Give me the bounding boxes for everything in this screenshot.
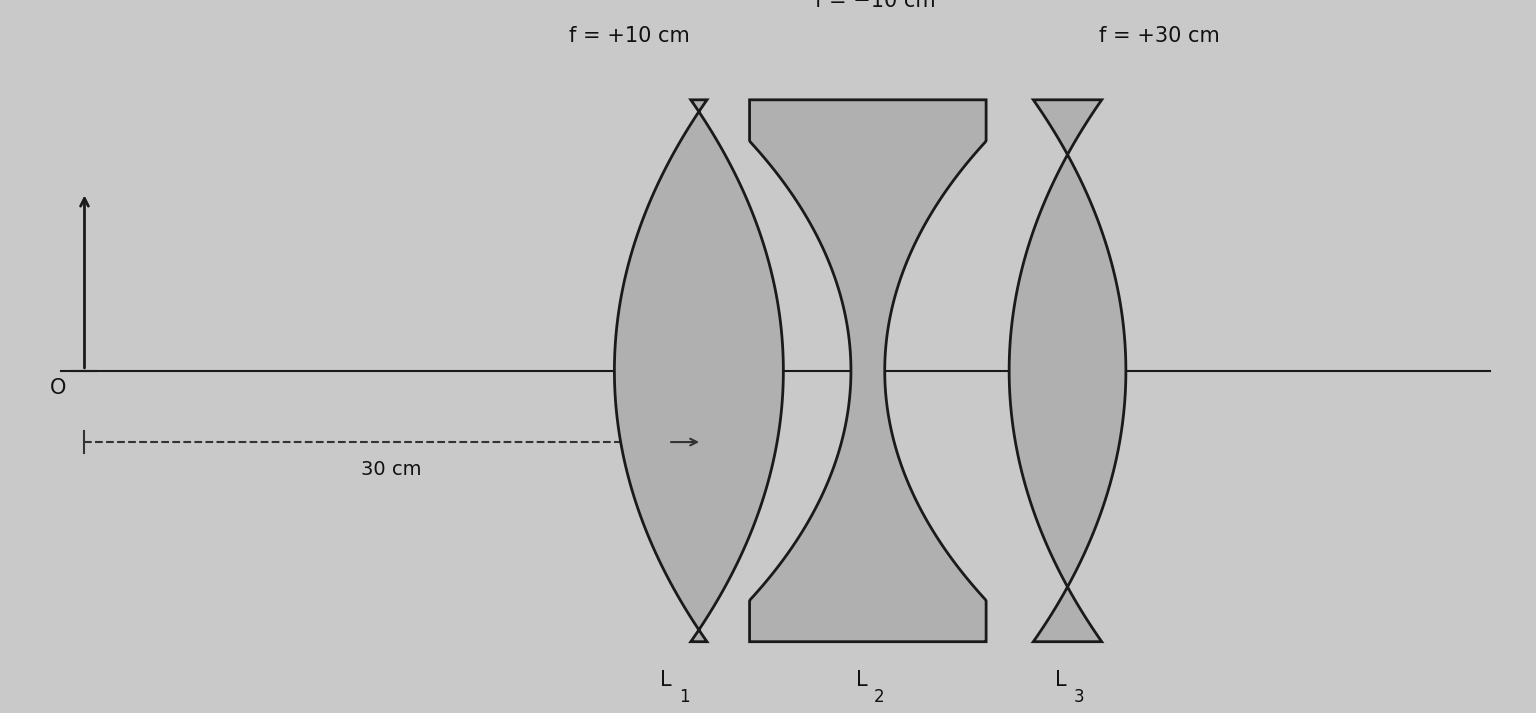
Text: L: L — [1055, 670, 1068, 690]
Text: L: L — [856, 670, 868, 690]
Text: 3: 3 — [1074, 688, 1084, 706]
Polygon shape — [750, 100, 986, 642]
Text: f = +10 cm: f = +10 cm — [570, 26, 690, 46]
Text: L: L — [660, 670, 673, 690]
Text: f = −10 cm: f = −10 cm — [816, 0, 935, 11]
Text: 30 cm: 30 cm — [361, 460, 422, 479]
Text: O: O — [49, 378, 66, 398]
Text: 1: 1 — [679, 688, 690, 706]
Text: f = +30 cm: f = +30 cm — [1100, 26, 1220, 46]
Text: 2: 2 — [874, 688, 885, 706]
Polygon shape — [1009, 100, 1126, 642]
Polygon shape — [614, 100, 783, 642]
